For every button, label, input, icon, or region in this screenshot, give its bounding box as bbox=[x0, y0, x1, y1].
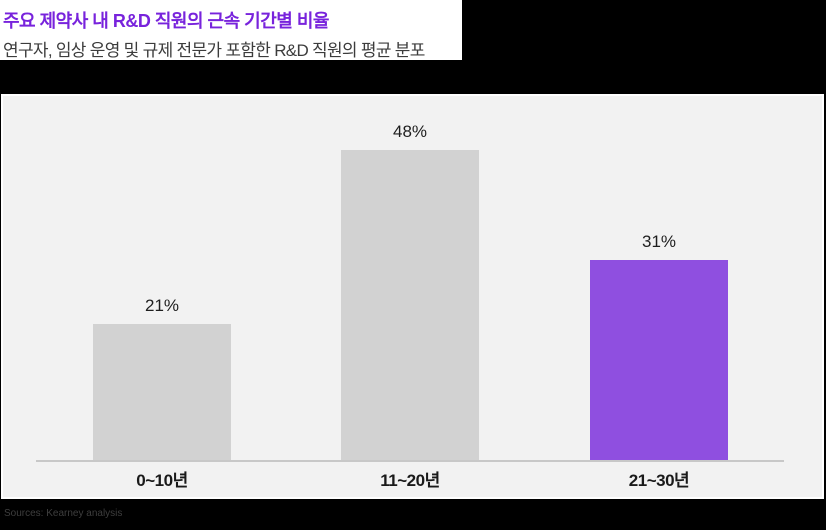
bar-group: 48% 11~20년 bbox=[341, 96, 479, 490]
chart-panel: 21% 0~10년 48% 11~20년 31% 21~30년 bbox=[1, 94, 824, 499]
chart-title: 주요 제약사 내 R&D 직원의 근속 기간별 비율 bbox=[3, 11, 329, 31]
footer-bar: Sources: Kearney analysis bbox=[0, 499, 826, 530]
bar-category-label: 0~10년 bbox=[136, 471, 188, 490]
bar bbox=[341, 150, 479, 460]
bar-category-label: 21~30년 bbox=[628, 471, 690, 490]
bar-group: 31% 21~30년 bbox=[590, 96, 728, 490]
bar-value-label: 21% bbox=[144, 296, 180, 315]
bar-chart: 21% 0~10년 48% 11~20년 31% 21~30년 bbox=[3, 96, 822, 497]
bar bbox=[93, 324, 231, 460]
chart-subtitle: 연구자, 임상 운영 및 규제 전문가 포함한 R&D 직원의 평균 분포 bbox=[3, 41, 425, 60]
bar bbox=[590, 260, 728, 460]
chart-header: 주요 제약사 내 R&D 직원의 근속 기간별 비율 연구자, 임상 운영 및 … bbox=[0, 0, 462, 60]
source-note: Sources: Kearney analysis bbox=[4, 508, 123, 519]
x-axis-line bbox=[36, 460, 784, 462]
bar-group: 21% 0~10년 bbox=[93, 96, 231, 490]
bar-value-label: 48% bbox=[392, 122, 428, 141]
bar-value-label: 31% bbox=[641, 232, 677, 251]
bar-category-label: 11~20년 bbox=[380, 471, 440, 490]
